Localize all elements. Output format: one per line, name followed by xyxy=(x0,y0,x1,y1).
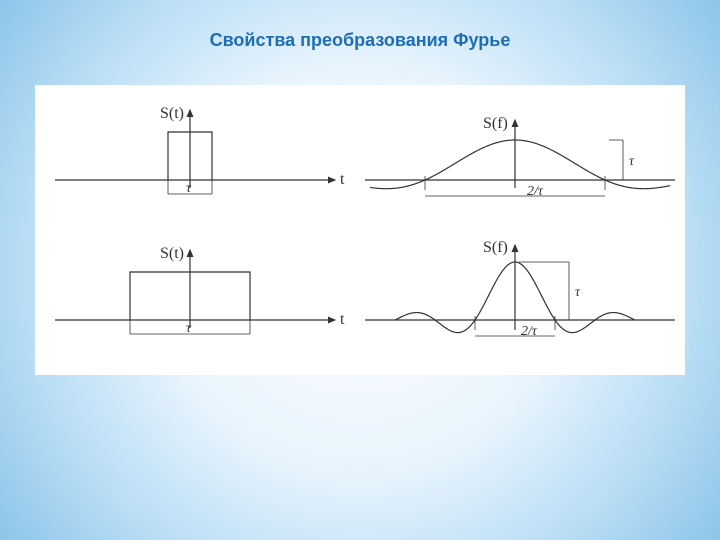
svg-text:t: t xyxy=(340,311,345,328)
svg-text:S(f): S(f) xyxy=(483,239,508,256)
svg-text:2/τ: 2/τ xyxy=(521,324,538,339)
title-text: Свойства преобразования Фурье xyxy=(210,30,511,50)
page-title: Свойства преобразования Фурье xyxy=(0,30,720,51)
svg-text:S(f): S(f) xyxy=(483,115,508,132)
svg-text:2/τ: 2/τ xyxy=(527,184,544,199)
svg-text:t: t xyxy=(340,171,345,188)
diagram-panel: S(t)tτS(f)2/ττS(t)tτS(f)2/ττ xyxy=(35,85,685,375)
svg-text:S(t): S(t) xyxy=(160,245,184,262)
svg-text:τ: τ xyxy=(575,285,581,300)
svg-text:τ: τ xyxy=(629,154,635,169)
fourier-diagram: S(t)tτS(f)2/ττS(t)tτS(f)2/ττ xyxy=(35,85,685,375)
svg-text:S(t): S(t) xyxy=(160,105,184,122)
